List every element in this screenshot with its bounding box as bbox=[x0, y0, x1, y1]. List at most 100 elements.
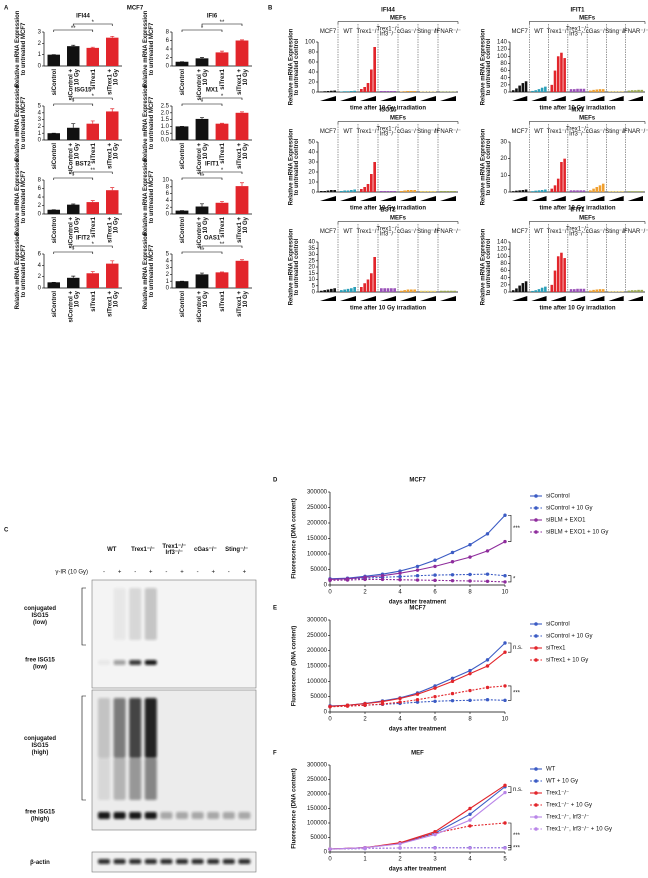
bar bbox=[403, 290, 406, 292]
significance-bracket bbox=[181, 177, 223, 180]
x-tick-label: 4 bbox=[398, 590, 402, 596]
time-wedge bbox=[569, 196, 586, 201]
group-header: MEFs bbox=[390, 116, 407, 122]
group-label: WT bbox=[343, 229, 353, 235]
time-wedge bbox=[380, 196, 396, 201]
point bbox=[433, 699, 437, 703]
point bbox=[398, 846, 402, 850]
x-tick-label-line: 10 Gy bbox=[203, 290, 209, 307]
bar bbox=[330, 90, 333, 92]
point bbox=[503, 650, 507, 654]
bar bbox=[346, 288, 350, 292]
chart-title: BST2 bbox=[380, 208, 396, 214]
y-tick-label: 40 bbox=[308, 150, 315, 156]
chart-title: BST2 bbox=[75, 162, 91, 168]
y-axis-label-line: Relative mRNA Expression bbox=[143, 232, 149, 309]
bar bbox=[393, 191, 396, 192]
significance-bracket bbox=[72, 245, 113, 248]
group-label: Sting⁻/⁻ bbox=[417, 29, 439, 35]
y-tick-label: 4 bbox=[38, 110, 42, 116]
y-tick-label: 2 bbox=[38, 274, 42, 280]
blot-row-label-line: conjugated bbox=[24, 606, 56, 612]
bar bbox=[366, 83, 370, 92]
group-label: Trex1⁻/⁻ bbox=[547, 229, 570, 235]
y-tick-label: 10 bbox=[308, 277, 315, 283]
legend-marker bbox=[534, 779, 538, 783]
error-bar bbox=[110, 260, 115, 264]
y-tick-label: 80 bbox=[500, 61, 507, 67]
y-tick-label: 6 bbox=[166, 191, 170, 197]
blot-band bbox=[176, 812, 188, 819]
error-bar bbox=[71, 275, 76, 278]
blot-row-label-line: conjugated bbox=[24, 736, 56, 742]
bar bbox=[618, 291, 621, 292]
group-label: Sting⁻/⁻ bbox=[417, 129, 439, 135]
bar bbox=[627, 290, 631, 292]
treatment-sign: - bbox=[134, 570, 136, 576]
y-tick-label: 6 bbox=[38, 186, 42, 192]
y-tick-label: 60 bbox=[308, 60, 315, 66]
legend-label: siTrex1 bbox=[546, 646, 566, 652]
bar bbox=[598, 89, 602, 92]
time-wedge bbox=[320, 96, 336, 101]
chart-title: OAS1 bbox=[204, 236, 221, 242]
legend-marker bbox=[534, 530, 538, 534]
bar bbox=[333, 288, 336, 292]
point bbox=[415, 574, 420, 578]
bar bbox=[627, 90, 631, 92]
group-label: Sting⁻/⁻ bbox=[605, 129, 627, 135]
group-label-line: MCF7 bbox=[320, 229, 337, 235]
bar bbox=[390, 91, 393, 92]
x-tick-label-line: siTrex1 bbox=[90, 216, 96, 237]
time-wedge bbox=[440, 196, 456, 201]
blot-row-label-line: (low) bbox=[33, 620, 47, 626]
bar bbox=[323, 191, 326, 192]
y-tick-label: 50000 bbox=[310, 567, 327, 573]
point bbox=[398, 574, 402, 579]
error-bar bbox=[220, 50, 224, 53]
y-tick-label: 2.5 bbox=[161, 104, 170, 110]
bar bbox=[621, 91, 624, 92]
x-tick-label: 5 bbox=[503, 857, 507, 863]
bar bbox=[611, 291, 615, 292]
group-label-line: cGas⁻/⁻ bbox=[397, 129, 419, 135]
y-tick-label: 1 bbox=[38, 52, 42, 58]
bar bbox=[446, 191, 450, 192]
bar bbox=[518, 190, 521, 192]
bar bbox=[589, 90, 592, 92]
x-tick-label-line: 10 Gy bbox=[243, 142, 249, 159]
bar bbox=[410, 289, 413, 292]
bar bbox=[634, 191, 637, 192]
time-wedge bbox=[531, 96, 547, 101]
legend-label: siControl + 10 Gy bbox=[546, 506, 593, 512]
y-tick-label: 3 bbox=[38, 117, 42, 123]
treatment-sign: + bbox=[211, 570, 215, 576]
point bbox=[415, 698, 420, 702]
bar bbox=[550, 188, 554, 192]
bar bbox=[420, 191, 423, 192]
time-wedge bbox=[550, 196, 566, 201]
x-tick-label: siTrex1 +10 Gy bbox=[237, 68, 249, 95]
significance-bracket bbox=[181, 251, 223, 254]
blot-band bbox=[160, 859, 173, 864]
time-wedge bbox=[531, 296, 547, 301]
group-label-line: MCF7 bbox=[320, 129, 337, 135]
y-axis-label-line: to untreated MCF7 bbox=[149, 22, 155, 75]
point bbox=[433, 573, 437, 577]
time-wedge bbox=[512, 296, 528, 301]
bar bbox=[592, 188, 595, 192]
time-wedge bbox=[589, 196, 605, 201]
x-tick-label: siTrex1 bbox=[220, 68, 226, 89]
x-tick-label: siTrex1 +10 Gy bbox=[237, 142, 249, 169]
y-axis-label: Fluorescence (DNA content) bbox=[292, 626, 298, 706]
group-label-line: Trex1⁻/⁻ bbox=[356, 229, 379, 235]
group-label: cGas⁻/⁻ bbox=[397, 229, 419, 235]
group-label: MCF7 bbox=[320, 29, 337, 35]
bar bbox=[573, 289, 576, 292]
treatment-sign: + bbox=[180, 570, 184, 576]
blot-row-label-line: (low) bbox=[33, 664, 47, 670]
point bbox=[468, 818, 472, 822]
point bbox=[450, 676, 455, 680]
blot-band bbox=[129, 588, 142, 640]
error-bar bbox=[110, 187, 115, 191]
